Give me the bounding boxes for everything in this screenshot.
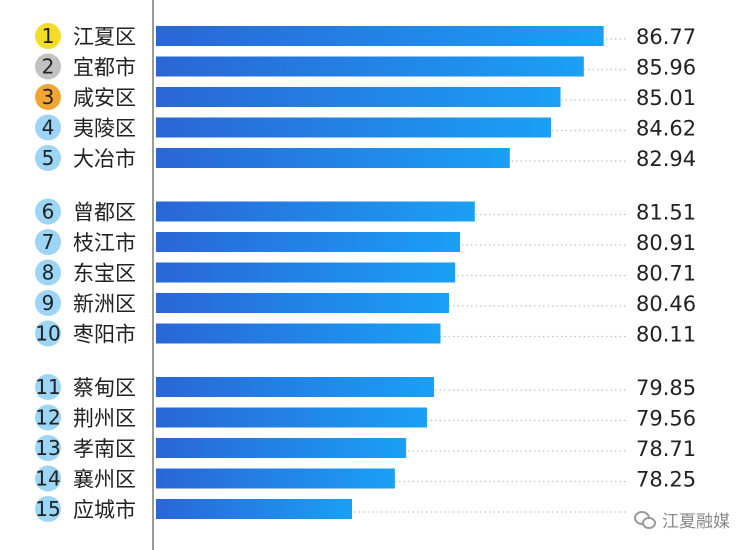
rank-number: 15 [35, 497, 60, 521]
rank-number: 13 [35, 436, 60, 460]
rank-number: 2 [42, 55, 55, 79]
rank-number: 7 [42, 230, 55, 254]
rank-number: 6 [42, 200, 55, 224]
bar [156, 26, 604, 46]
rank-badge [35, 198, 61, 225]
rank-badge [35, 145, 61, 171]
bar [156, 499, 353, 519]
category-label: 孝南区 [73, 437, 136, 461]
rank-badge [35, 229, 61, 255]
bar [156, 56, 584, 77]
rank-badge [35, 84, 61, 110]
bar [156, 407, 427, 428]
value-label: 79.56 [636, 407, 696, 431]
category-label: 荆州区 [73, 407, 136, 431]
category-label: 枝江市 [73, 231, 136, 255]
bar [156, 323, 441, 344]
rank-number: 4 [42, 116, 55, 140]
category-label: 蔡甸区 [73, 376, 136, 400]
bar [156, 232, 461, 252]
value-label: 81.51 [636, 201, 696, 225]
rank-badge [35, 259, 61, 286]
value-label: 82.94 [636, 147, 696, 171]
rank-number: 5 [42, 146, 55, 170]
category-label: 宜都市 [73, 56, 136, 80]
value-label: 78.71 [636, 437, 696, 461]
bar [156, 148, 510, 168]
category-label: 曾都区 [73, 201, 136, 225]
rank-number: 12 [35, 406, 60, 430]
rank-badge [35, 374, 61, 400]
category-label: 襄州区 [73, 468, 136, 492]
rank-badge [35, 496, 61, 522]
value-label: 85.96 [636, 56, 696, 80]
bar [156, 468, 395, 489]
value-label: 86.77 [636, 25, 696, 49]
value-label: 80.91 [636, 231, 696, 255]
rank-number: 14 [35, 467, 60, 491]
rank-number: 3 [42, 85, 55, 109]
value-label: 78.25 [636, 468, 696, 492]
watermark-text: 江夏融媒 [662, 512, 730, 532]
rank-number: 8 [42, 261, 55, 285]
rank-badge [35, 465, 61, 492]
rank-badge [35, 404, 61, 431]
value-label: 80.46 [636, 292, 696, 316]
rank-number: 11 [35, 375, 60, 399]
category-label: 枣阳市 [73, 323, 136, 347]
rank-badge [35, 290, 61, 316]
value-label: 79.85 [636, 376, 696, 400]
category-label: 夷陵区 [73, 117, 136, 141]
value-label: 80.71 [636, 262, 696, 286]
rank-badge [35, 23, 61, 49]
rank-badge [35, 53, 61, 80]
watermark: 江夏融媒 [634, 507, 730, 532]
category-label: 江夏区 [73, 25, 136, 49]
bar [156, 262, 456, 283]
bar [156, 201, 475, 222]
value-label: 80.11 [636, 323, 696, 347]
bar [156, 377, 435, 397]
bar [156, 293, 450, 313]
value-label: 85.01 [636, 86, 696, 110]
bar [156, 438, 407, 458]
category-label: 新洲区 [73, 292, 136, 316]
rank-badge [35, 114, 61, 141]
category-label: 大冶市 [73, 147, 136, 171]
bar [156, 117, 551, 138]
category-label: 应城市 [73, 498, 136, 522]
rank-number: 10 [35, 322, 60, 346]
category-label: 东宝区 [73, 262, 136, 286]
category-label: 咸安区 [73, 86, 136, 110]
wechat-icon [634, 510, 656, 529]
rank-number: 1 [42, 24, 55, 48]
rank-badge [35, 320, 61, 347]
value-label: 84.62 [636, 117, 696, 141]
bar [156, 87, 561, 107]
rank-badge [35, 435, 61, 461]
rank-number: 9 [42, 291, 55, 315]
